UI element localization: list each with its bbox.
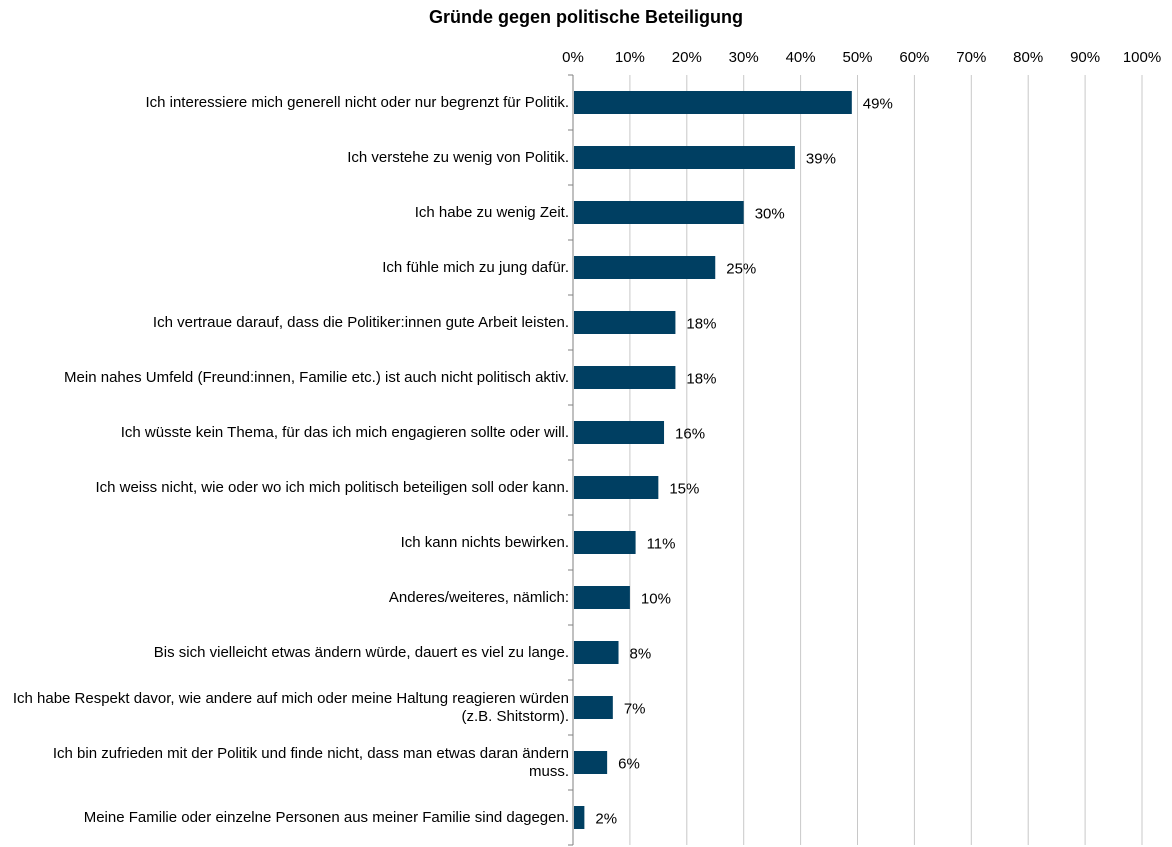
bar — [574, 91, 852, 114]
data-label: 10% — [641, 591, 671, 608]
category-label: Mein nahes Umfeld (Freund:innen, Familie… — [64, 368, 569, 386]
chart-title: Gründe gegen politische Beteiligung — [428, 7, 744, 27]
bar — [574, 476, 659, 499]
bar — [574, 201, 744, 224]
category-label: Ich weiss nicht, wie oder wo ich mich po… — [95, 478, 569, 496]
bar — [574, 751, 608, 774]
bar — [574, 531, 636, 554]
x-tick-label: 10% — [615, 49, 645, 66]
x-tick-label: 0% — [562, 49, 584, 66]
category-label: Ich interessiere mich generell nicht ode… — [145, 93, 569, 111]
x-tick-label: 70% — [956, 49, 986, 66]
category-label: Ich fühle mich zu jung dafür. — [382, 258, 569, 276]
data-label: 30% — [755, 206, 785, 223]
data-label: 2% — [595, 811, 617, 828]
bar — [574, 586, 630, 609]
x-tick-label: 80% — [1013, 49, 1043, 66]
bar — [574, 256, 716, 279]
category-label: Meine Familie oder einzelne Personen aus… — [83, 808, 569, 826]
data-label: 18% — [686, 316, 716, 333]
bar — [574, 696, 613, 719]
bar — [574, 311, 676, 334]
bar — [574, 421, 665, 444]
category-label: Ich kann nichts bewirken. — [400, 533, 569, 551]
bar — [574, 366, 676, 389]
data-label: 25% — [726, 261, 756, 278]
category-label: Anderes/weiteres, nämlich: — [388, 588, 569, 606]
x-tick-label: 20% — [672, 49, 702, 66]
x-tick-label: 50% — [842, 49, 872, 66]
category-label: Ich vertraue darauf, dass die Politiker:… — [152, 313, 569, 331]
category-label: Bis sich vielleicht etwas ändern würde, … — [153, 643, 569, 661]
data-label: 7% — [624, 701, 646, 718]
x-tick-label: 60% — [899, 49, 929, 66]
x-tick-label: 90% — [1070, 49, 1100, 66]
category-label: Ich habe Respekt davor, wie andere auf m… — [12, 689, 569, 725]
bar — [574, 641, 619, 664]
category-label: Ich bin zufrieden mit der Politik und fi… — [52, 744, 569, 780]
data-label: 8% — [630, 646, 652, 663]
data-label: 11% — [647, 536, 676, 553]
data-label: 39% — [806, 151, 836, 168]
data-label: 49% — [863, 96, 893, 113]
data-label: 18% — [686, 371, 716, 388]
data-label: 16% — [675, 426, 705, 443]
bar — [574, 146, 795, 169]
category-label: Ich wüsste kein Thema, für das ich mich … — [120, 423, 569, 441]
x-tick-label: 100% — [1123, 49, 1161, 66]
x-tick-label: 30% — [729, 49, 759, 66]
category-label: Ich verstehe zu wenig von Politik. — [347, 148, 569, 166]
bar — [574, 806, 585, 829]
x-tick-label: 40% — [786, 49, 816, 66]
data-label: 6% — [618, 756, 640, 773]
data-label: 15% — [669, 481, 699, 498]
category-label: Ich habe zu wenig Zeit. — [414, 203, 569, 221]
